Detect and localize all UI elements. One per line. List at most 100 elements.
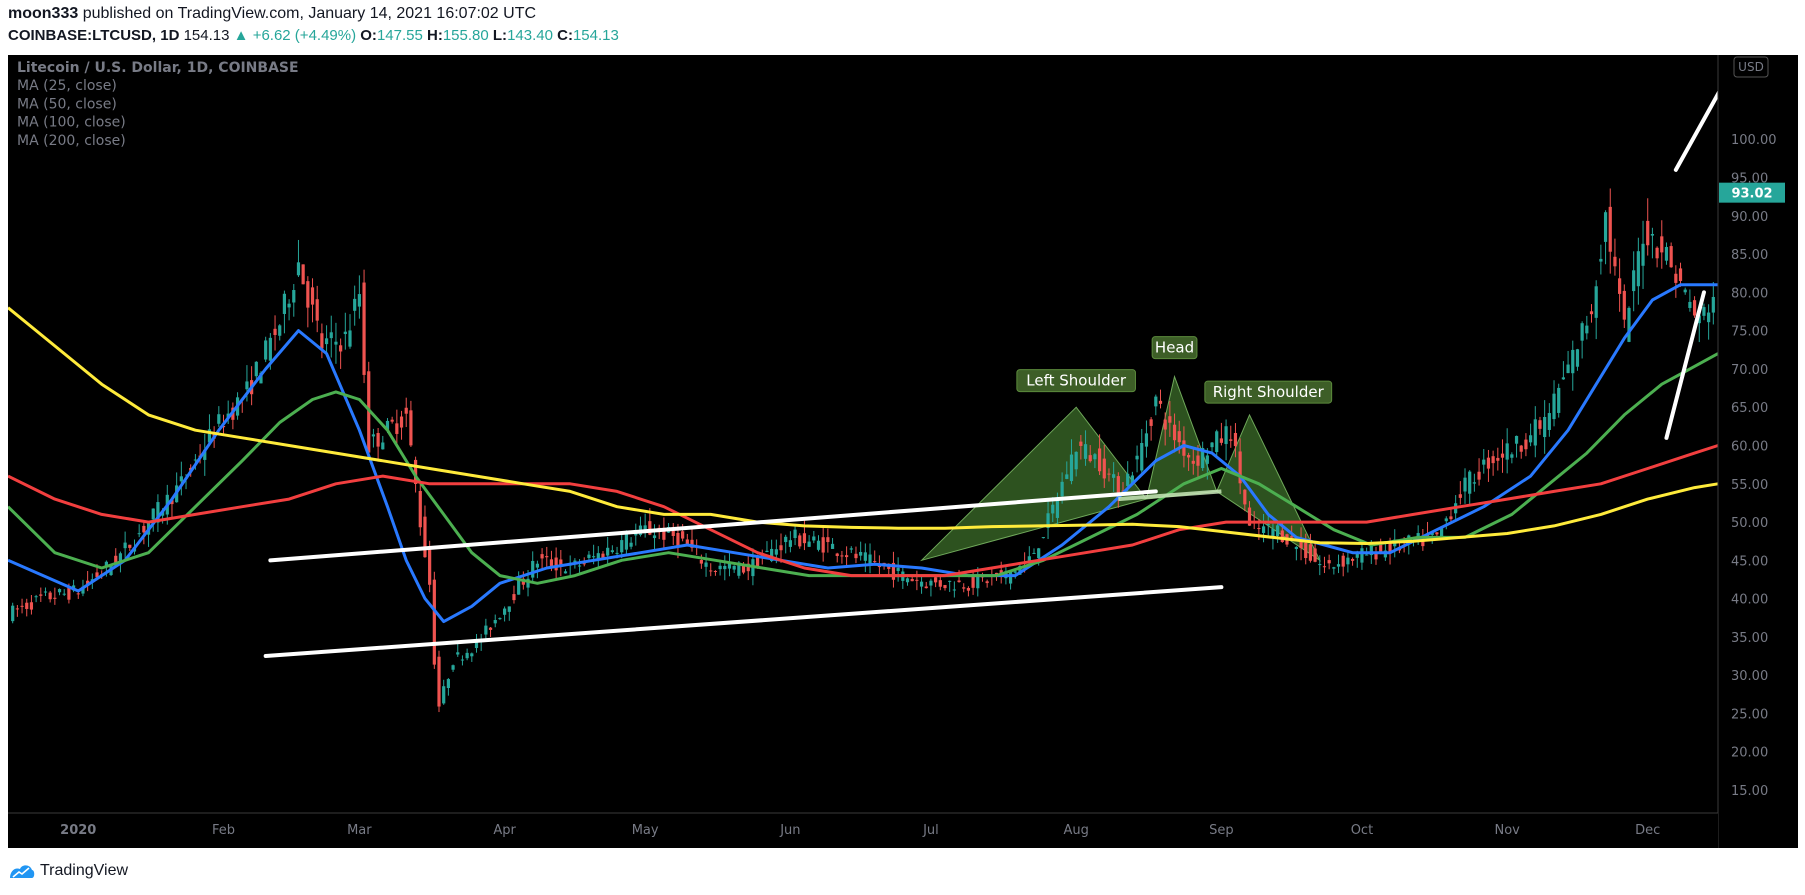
y-tick-label: 70.00 <box>1731 363 1768 378</box>
pattern-label: Right Shoulder <box>1204 380 1333 404</box>
candle-body <box>376 433 380 447</box>
candle-body <box>648 521 652 535</box>
candle-body <box>1238 451 1242 484</box>
x-tick-label: Feb <box>212 823 235 838</box>
candle-body <box>498 618 502 620</box>
candle-body <box>835 553 839 557</box>
candle-body <box>620 540 624 553</box>
candle-body <box>1458 494 1462 498</box>
candle-body <box>104 561 108 567</box>
candle-body <box>137 533 141 535</box>
candle-body <box>1430 532 1434 535</box>
time-axis-ticks: 2020 Feb Mar Apr May Jun Jul Aug Sep Oct Nov Dec <box>60 823 1660 838</box>
candle-body <box>48 592 52 600</box>
candle-body <box>1664 246 1669 261</box>
price-chart[interactable]: Left Shoulder Head Right Shoulder Litecoin… <box>8 55 1798 848</box>
candle-body <box>1575 349 1580 367</box>
pattern-label-text: Right Shoulder <box>1213 383 1325 401</box>
candle-body <box>1336 564 1341 567</box>
candle-body <box>320 333 324 349</box>
candle-body <box>849 548 853 550</box>
candle-body <box>151 508 155 520</box>
candle-body <box>1519 445 1523 452</box>
candle-body <box>264 340 268 360</box>
candle-body <box>1346 557 1350 565</box>
candle-body <box>460 659 465 661</box>
candle-body <box>765 550 769 553</box>
candle-body <box>746 563 750 572</box>
candle-body <box>1524 439 1528 450</box>
publish-info: moon333 published on TradingView.com, Ja… <box>8 5 536 23</box>
x-tick-label: Dec <box>1635 823 1660 838</box>
candle-body <box>1032 552 1036 554</box>
candle-body <box>1688 301 1692 308</box>
candle-body <box>451 665 455 670</box>
candle-body <box>891 562 896 580</box>
candle-body <box>1097 448 1102 472</box>
candle-body <box>381 442 385 450</box>
candle-body <box>1547 413 1551 430</box>
candle-body <box>1505 443 1509 460</box>
axis-badges: USD 93.02 <box>1719 56 1785 203</box>
high-value: 155.80 <box>442 27 489 44</box>
candle-body <box>53 597 57 599</box>
candle-body <box>484 625 488 635</box>
candle-body <box>802 533 807 544</box>
candle-body <box>727 562 732 569</box>
candle-body <box>999 570 1003 574</box>
chart-legend: Litecoin / U.S. Dollar, 1D, COINBASE MA (… <box>17 60 299 149</box>
candle-body <box>905 578 910 583</box>
candle-body <box>1247 507 1252 526</box>
y-tick-label: 90.00 <box>1731 210 1768 225</box>
candle-body <box>1060 481 1064 497</box>
candle-body <box>193 459 197 461</box>
last-price-badge-text: 93.02 <box>1731 187 1772 202</box>
candle-body <box>1205 455 1209 464</box>
candle-body <box>217 414 221 424</box>
candle-body <box>1444 518 1448 522</box>
candle-body <box>1027 556 1031 561</box>
candle-body <box>859 551 863 556</box>
candle-body <box>371 434 376 437</box>
candle-body <box>329 332 333 339</box>
candle-body <box>732 565 736 570</box>
candle-body <box>1341 555 1345 567</box>
candle-body <box>755 556 760 569</box>
candle-body <box>826 537 830 543</box>
candle-body <box>643 525 647 530</box>
candle-body <box>962 587 966 589</box>
candle-body <box>976 574 980 589</box>
candle-body <box>203 449 207 460</box>
legend-series: MA (100, close) <box>17 115 126 131</box>
footer-brand[interactable]: TradingView <box>8 860 128 882</box>
candle-body <box>1299 539 1303 549</box>
candle-body <box>1674 273 1678 283</box>
candle-body <box>306 281 310 308</box>
candle-body <box>1093 454 1097 460</box>
candle-body <box>1149 419 1153 426</box>
candle-body <box>1580 323 1584 341</box>
y-tick-label: 25.00 <box>1731 707 1768 722</box>
candle-body <box>943 585 947 589</box>
candle-body <box>273 328 277 335</box>
candle-body <box>985 581 989 584</box>
candle-body <box>812 536 816 541</box>
candle-body <box>465 652 469 659</box>
candle-body <box>1632 270 1636 292</box>
candle-body <box>624 533 629 550</box>
tradingview-logo-icon <box>10 865 35 878</box>
candle-body <box>1018 565 1022 575</box>
candle-body <box>1416 533 1420 538</box>
pattern-label-box <box>1151 336 1198 360</box>
publisher-name[interactable]: moon333 <box>8 5 79 22</box>
candle-body <box>1177 431 1181 443</box>
time-axis[interactable] <box>8 813 1718 848</box>
candle-body <box>1350 558 1355 561</box>
candle-body <box>938 580 942 587</box>
trendline <box>268 489 1158 563</box>
y-tick-label: 65.00 <box>1731 401 1768 416</box>
candle-body <box>95 572 99 578</box>
candle-body <box>278 325 282 336</box>
candle-body <box>29 602 34 610</box>
plot-background <box>8 55 1718 848</box>
